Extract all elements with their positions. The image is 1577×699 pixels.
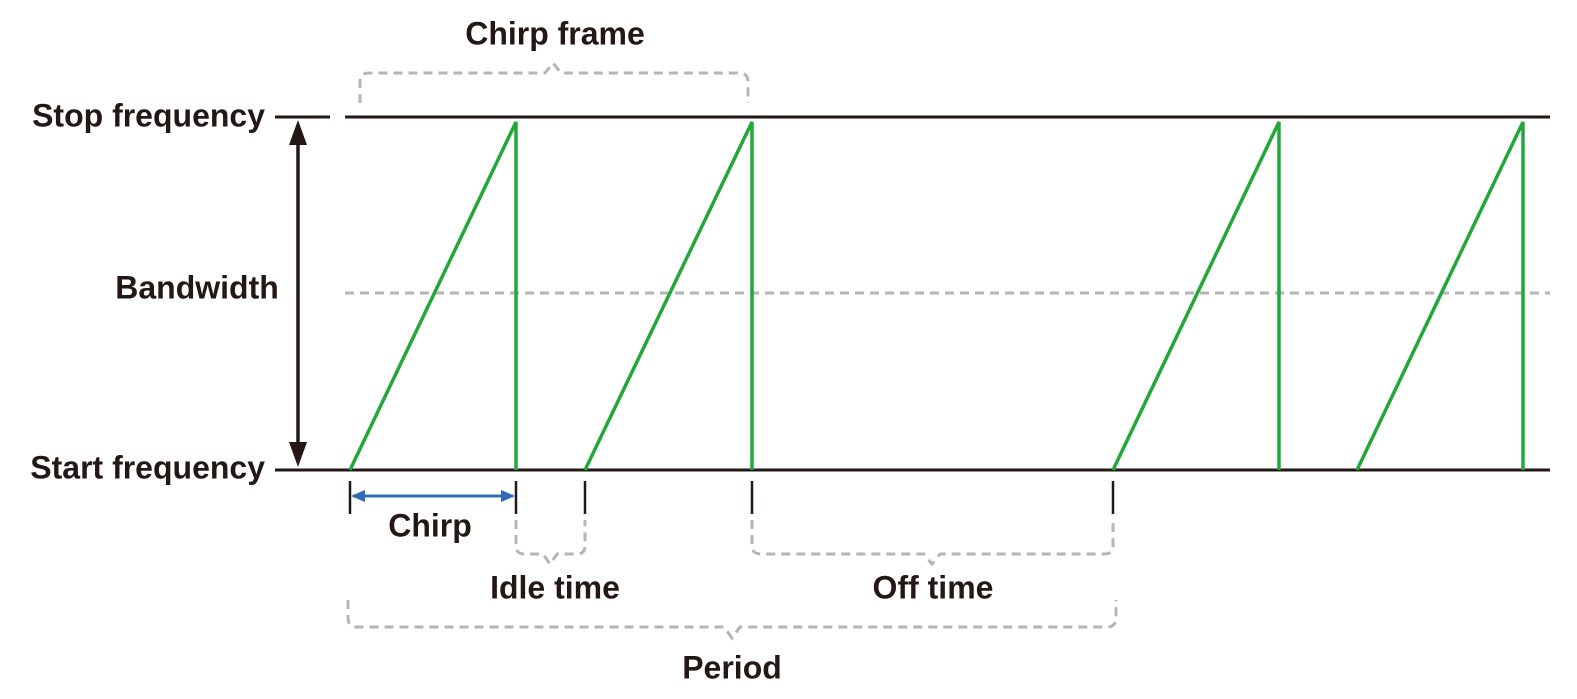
chirp-ramp	[348, 121, 518, 471]
arrow-head	[289, 120, 307, 145]
idle-time-label: Idle time	[490, 569, 620, 605]
chirp-frame-brace	[358, 60, 750, 103]
idle-brace	[514, 520, 587, 567]
stop-frequency-label: Stop frequency	[32, 97, 265, 133]
chirp-frame-label: Chirp frame	[465, 15, 645, 51]
off-time-label: Off time	[873, 569, 994, 605]
chirp-label: Chirp	[388, 507, 472, 543]
period-label: Period	[682, 649, 782, 685]
chirp-ramp	[1355, 121, 1525, 471]
arrow-head	[289, 442, 307, 467]
start-frequency-label: Start frequency	[30, 449, 265, 485]
off-brace	[750, 520, 1115, 567]
chirp-ramp	[583, 121, 754, 471]
chirp-ramp	[1111, 121, 1281, 471]
bandwidth-label: Bandwidth	[115, 269, 279, 305]
period-brace	[346, 600, 1118, 641]
